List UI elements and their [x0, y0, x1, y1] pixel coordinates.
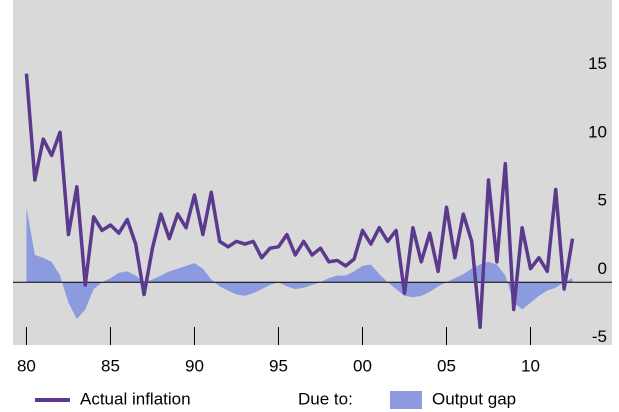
x-tick-label: 80	[17, 356, 36, 375]
legend-label: Actual inflation	[80, 389, 191, 408]
x-tick-label: 85	[101, 356, 120, 375]
y-tick-label: 0	[598, 259, 607, 278]
area	[26, 207, 573, 320]
plot	[13, 73, 612, 330]
x-tick-label: 90	[185, 356, 204, 375]
y-tick-label: 10	[588, 122, 607, 141]
line	[24, 73, 575, 330]
y-tick-label: -5	[592, 327, 607, 346]
x-tick-label: 00	[353, 356, 372, 375]
x-tick-label: 10	[521, 356, 540, 375]
legend-swatch-area	[390, 391, 422, 409]
y-tick-label: 15	[588, 54, 607, 73]
y-tick-label: 5	[598, 191, 607, 210]
x-tick-label: 05	[437, 356, 456, 375]
legend-note: Due to:	[298, 389, 353, 408]
legend-label: Output gap	[432, 389, 516, 408]
x-tick-label: 95	[269, 356, 288, 375]
